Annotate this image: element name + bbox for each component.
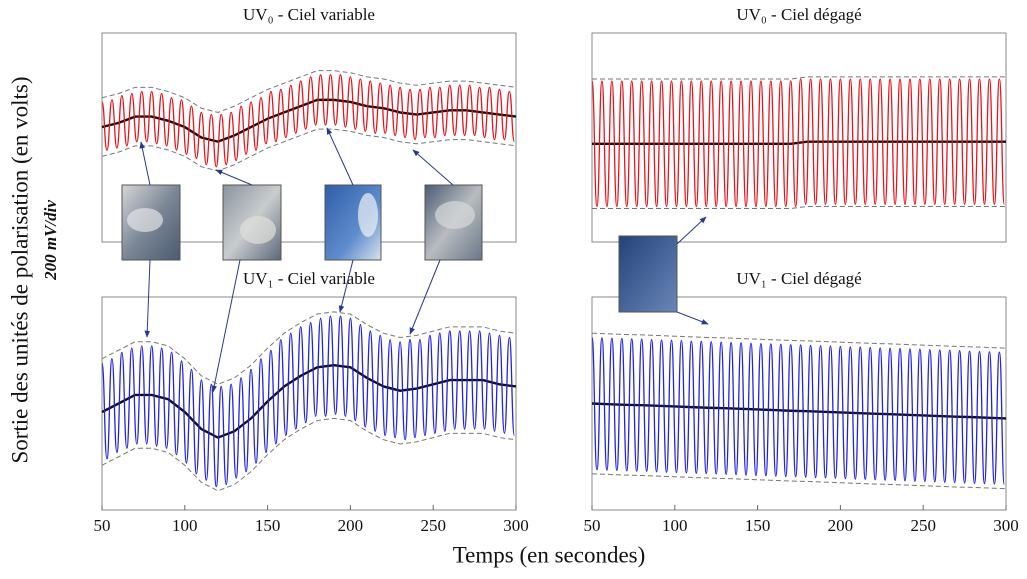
arrow <box>326 127 354 186</box>
envelope-line <box>101 70 517 113</box>
envelope-line <box>592 76 1006 80</box>
panel: UV₁ - Ciel dégagé 50 100 150 200 250 300 <box>584 269 1019 535</box>
cloud <box>358 193 378 237</box>
x-tick-label: 150 <box>255 516 281 535</box>
sky-images <box>121 184 678 313</box>
cloud <box>127 208 163 232</box>
signal-line <box>591 336 1005 486</box>
x-tick-label: 300 <box>503 516 529 535</box>
x-tick-label: 100 <box>662 516 688 535</box>
x-tick-label: 200 <box>338 516 364 535</box>
arrow <box>676 311 709 325</box>
envelope-line <box>592 205 1006 210</box>
y-axis-label: Sortie des unités de polarisation (en vo… <box>7 76 32 463</box>
x-tick-label: 300 <box>993 516 1019 535</box>
x-tick-label: 50 <box>94 516 111 535</box>
cloud <box>240 216 276 244</box>
panel: UV₀ - Ciel dégagé <box>591 5 1007 243</box>
signal-line <box>591 78 1005 208</box>
envelope-line <box>101 417 517 492</box>
signal-line <box>101 315 515 488</box>
scale-label: 200 mV/div <box>41 200 60 281</box>
x-tick-label: 150 <box>745 516 771 535</box>
arrows <box>139 127 709 393</box>
panel: UV₀ - Ciel variable <box>101 5 517 243</box>
envelope-line <box>591 473 1007 490</box>
plot-frame <box>101 32 517 243</box>
arrow <box>144 259 151 338</box>
x-tick-label: 50 <box>584 516 601 535</box>
envelope-line <box>101 311 517 385</box>
arrow <box>139 141 151 186</box>
plot-frame <box>101 296 517 511</box>
x-tick-label: 100 <box>172 516 198 535</box>
arrow <box>211 259 241 393</box>
x-tick-label: 250 <box>910 516 936 535</box>
arrow <box>338 259 354 313</box>
panels: UV₀ - Ciel variable UV₀ - Ciel dégagé UV₁ … <box>94 5 1019 535</box>
x-axis-label: Temps (en secondes) <box>453 542 646 567</box>
arrow <box>412 149 454 186</box>
arrow <box>676 216 707 245</box>
envelope-line <box>101 128 517 172</box>
panel-title: UV₁ - Ciel variable <box>243 269 375 288</box>
plot-frame <box>591 32 1007 243</box>
panel-title: UV₀ - Ciel dégagé <box>736 5 861 24</box>
x-tick-label: 250 <box>420 516 446 535</box>
panel-title: UV₀ - Ciel variable <box>243 5 375 24</box>
panel: UV₁ - Ciel variable 50 100 150 200 250 300 <box>94 269 529 535</box>
panel-title: UV₁ - Ciel dégagé <box>736 269 861 288</box>
signal-line <box>101 74 515 168</box>
arrow <box>215 169 253 186</box>
x-tick-label: 200 <box>828 516 854 535</box>
arrow <box>409 259 441 335</box>
cloud <box>435 201 475 229</box>
envelope-line <box>591 332 1007 349</box>
sky-image <box>618 235 678 313</box>
